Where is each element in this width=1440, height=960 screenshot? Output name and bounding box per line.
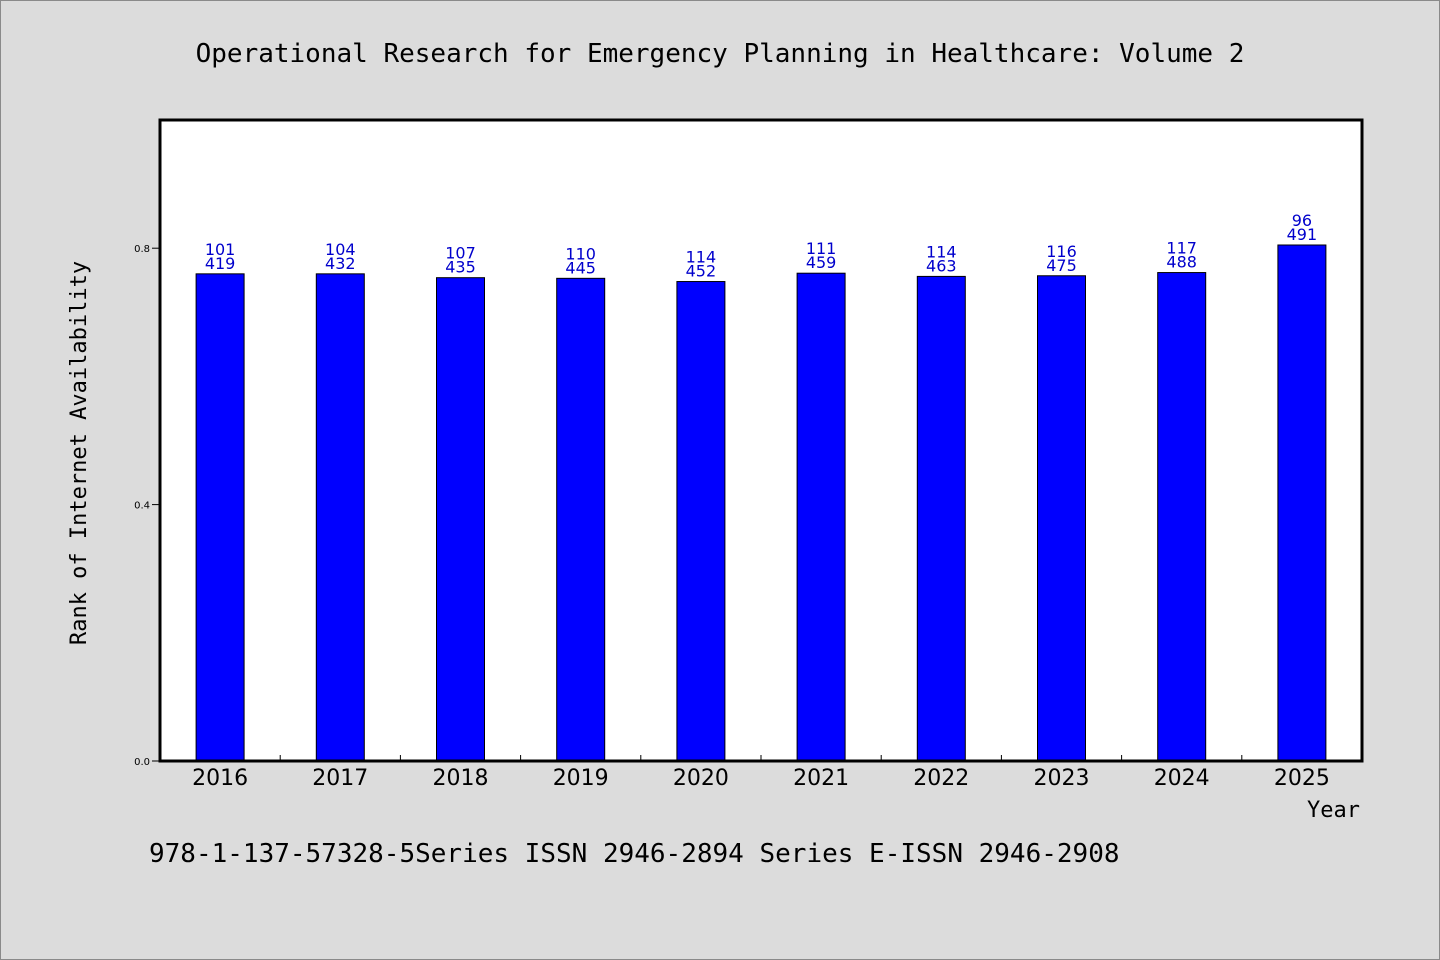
x-tick-label-2020: 2020 bbox=[673, 766, 729, 791]
data-label-bottom-2019: 445 bbox=[565, 258, 596, 277]
data-label-top-2021: 111 bbox=[806, 239, 837, 258]
bar-2018 bbox=[436, 277, 485, 762]
data-labels-group: 1014191044321074351104451144521114591144… bbox=[205, 211, 1317, 281]
x-tick-label-2022: 2022 bbox=[913, 766, 969, 791]
data-label-bottom-2023: 475 bbox=[1046, 256, 1077, 275]
data-label-bottom-2024: 488 bbox=[1166, 253, 1197, 272]
bar-2025 bbox=[1277, 244, 1327, 762]
bars-group bbox=[195, 244, 1327, 762]
y-tick-label: 0.0 bbox=[134, 757, 150, 768]
plot-border bbox=[158, 118, 1364, 763]
x-tick-label-2018: 2018 bbox=[433, 766, 489, 791]
data-label-top-2017: 104 bbox=[325, 240, 356, 259]
data-label-top-2023: 116 bbox=[1046, 242, 1077, 261]
data-label-top-2019: 110 bbox=[565, 244, 596, 263]
x-tick-label-2025: 2025 bbox=[1274, 766, 1330, 791]
bar-2019 bbox=[556, 277, 606, 762]
data-label-bottom-2018: 435 bbox=[445, 258, 476, 277]
bar-2020 bbox=[676, 281, 726, 762]
y-axis-label: Rank of Internet Availability bbox=[67, 261, 92, 645]
x-axis-ticks: 2016 2017 2018 2019 2020 2021 2022 2023 2024 2025 bbox=[192, 755, 1330, 791]
data-label-bottom-2017: 432 bbox=[325, 254, 356, 273]
y-tick-label: 0.4 bbox=[134, 501, 150, 512]
data-label-top-2025: 96 bbox=[1292, 211, 1312, 230]
data-label-bottom-2025: 491 bbox=[1287, 225, 1318, 244]
x-tick-label-2021: 2021 bbox=[793, 766, 849, 791]
bar-2016 bbox=[195, 273, 245, 762]
data-label-bottom-2016: 419 bbox=[205, 254, 236, 273]
bar-2024 bbox=[1157, 272, 1207, 762]
x-tick-label-2019: 2019 bbox=[553, 766, 609, 791]
x-tick-label-2016: 2016 bbox=[192, 766, 248, 791]
data-label-top-2024: 117 bbox=[1166, 239, 1197, 258]
data-label-top-2022: 114 bbox=[926, 242, 957, 261]
data-label-bottom-2020: 452 bbox=[686, 262, 717, 281]
data-label-bottom-2021: 459 bbox=[806, 253, 837, 272]
bar-2023 bbox=[1037, 275, 1086, 762]
x-axis-label: Year bbox=[1307, 798, 1360, 823]
y-axis-ticks: 0.0 0.4 0.8 bbox=[134, 244, 160, 768]
data-label-bottom-2022: 463 bbox=[926, 256, 957, 275]
chart-title: Operational Research for Emergency Plann… bbox=[196, 39, 1245, 69]
bar-2022 bbox=[916, 275, 966, 762]
data-label-top-2020: 114 bbox=[686, 248, 717, 267]
x-tick-label-2017: 2017 bbox=[312, 766, 368, 791]
footer-isbn-text: 978-1-137-57328-5Series ISSN 2946-2894 S… bbox=[149, 839, 1120, 869]
bar-2021 bbox=[796, 272, 846, 762]
x-tick-label-2023: 2023 bbox=[1034, 766, 1090, 791]
x-tick-label-2024: 2024 bbox=[1154, 766, 1210, 791]
data-label-top-2016: 101 bbox=[205, 240, 236, 259]
bar-2017 bbox=[315, 273, 365, 762]
y-tick-label: 0.8 bbox=[134, 244, 150, 255]
data-label-top-2018: 107 bbox=[445, 244, 476, 263]
